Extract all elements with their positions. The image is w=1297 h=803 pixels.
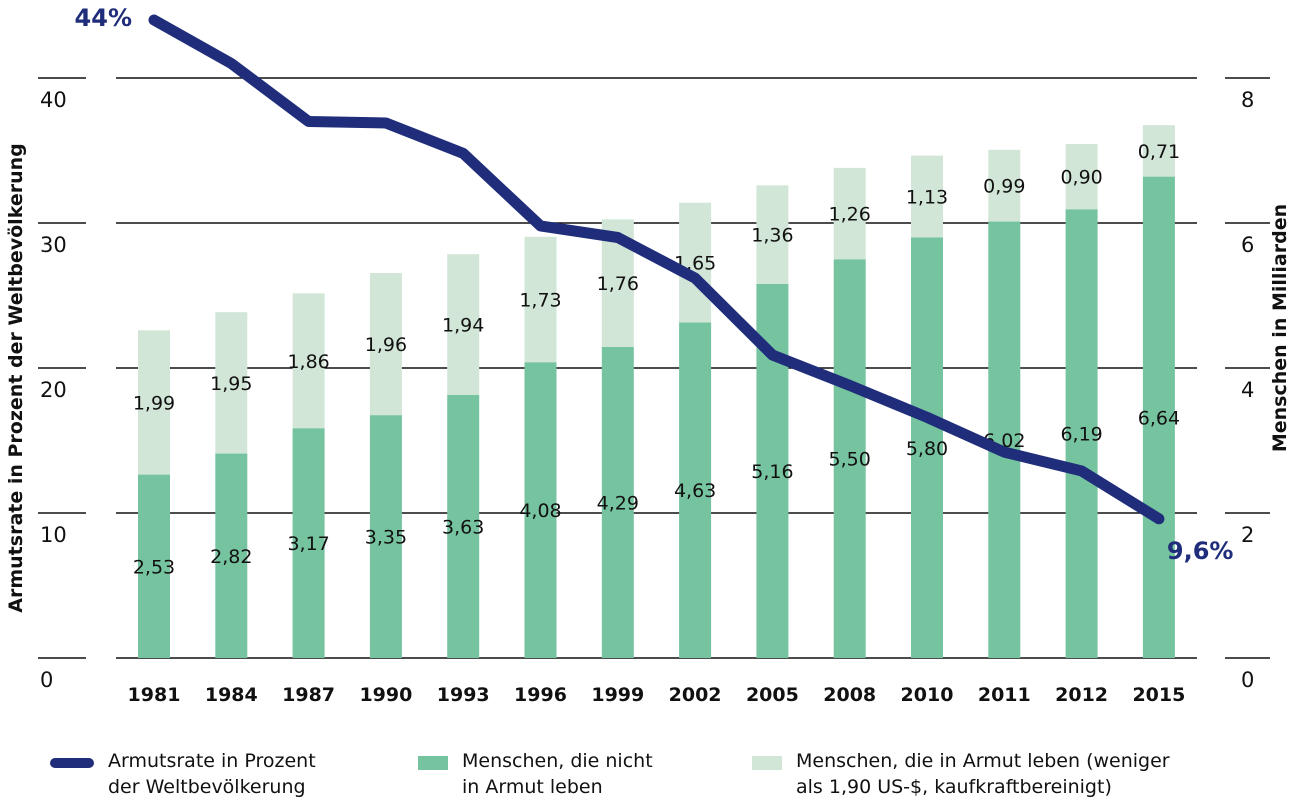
- legend-item-poverty-rate: Armutsrate in Prozent der Weltbevölkerun…: [50, 748, 316, 800]
- x-tick-label: 2010: [901, 684, 954, 706]
- legend-line-swatch: [50, 758, 94, 768]
- y-left-tick-label: 30: [40, 233, 67, 257]
- bar-label-not-poor: 2,82: [210, 546, 252, 568]
- bar-not-poor: [1142, 176, 1175, 658]
- bar-label-poor: 1,86: [287, 351, 329, 373]
- bar-label-not-poor: 4,63: [674, 480, 716, 502]
- legend-item-not-poor: Menschen, die nicht in Armut leben: [418, 748, 653, 800]
- x-tick-label: 1999: [591, 684, 644, 706]
- bar-not-poor: [524, 362, 557, 658]
- bar-label-not-poor: 3,35: [365, 527, 407, 549]
- bar-not-poor: [215, 453, 248, 658]
- bar-not-poor: [988, 221, 1021, 659]
- bar-not-poor: [138, 474, 170, 658]
- bar-label-not-poor: 5,80: [906, 438, 948, 460]
- bar-not-poor: [833, 259, 866, 658]
- bar-label-poor: 0,71: [1138, 141, 1180, 163]
- y-right-tick-label: 0: [1241, 668, 1254, 692]
- x-tick-label: 2011: [978, 684, 1031, 706]
- y-left-tick-label: 40: [40, 88, 67, 112]
- bar-label-not-poor: 6,19: [1060, 424, 1102, 446]
- bar-poor: [369, 273, 402, 416]
- bar-poor: [1065, 143, 1098, 210]
- bar-poor: [292, 293, 325, 429]
- bar-label-poor: 1,94: [442, 315, 484, 337]
- bar-poor: [138, 330, 170, 475]
- y-right-axis-label: Menschen in Milliarden: [1269, 204, 1291, 452]
- poverty-rate-line-group: 44% 9,6%: [75, 4, 1234, 565]
- bar-poor: [756, 185, 789, 284]
- legend-light-swatch: [752, 756, 782, 770]
- bar-labels: 2,53 1,99 2,82 1,95 3,17 1,86 3,35 1,96 3,63 1,94…: [133, 141, 1180, 578]
- bar-not-poor: [447, 394, 480, 658]
- bar-poor: [679, 202, 712, 323]
- y-left-tick-label: 20: [40, 378, 67, 402]
- bar-label-not-poor: 6,64: [1138, 407, 1180, 429]
- x-tick-label: 1996: [514, 684, 567, 706]
- legend-dark-swatch: [418, 756, 448, 770]
- x-tick-label: 2002: [669, 684, 722, 706]
- bar-label-not-poor: 3,17: [287, 533, 329, 555]
- bar-label-poor: 1,96: [365, 334, 407, 356]
- x-tick-label: 2008: [823, 684, 876, 706]
- bar-label-not-poor: 2,53: [133, 556, 175, 578]
- line-start-label: 44%: [75, 4, 132, 32]
- bar-label-poor: 1,99: [133, 392, 175, 414]
- bars: [138, 125, 1175, 659]
- bar-poor: [215, 312, 248, 454]
- bar-label-not-poor: 4,29: [597, 492, 639, 514]
- bar-label-not-poor: 3,63: [442, 516, 484, 538]
- bar-poor: [447, 254, 480, 395]
- y-right-tick-label: 4: [1241, 378, 1254, 402]
- bar-poor: [988, 149, 1021, 222]
- bar-poor: [833, 167, 866, 260]
- bar-not-poor: [292, 428, 325, 658]
- bar-label-poor: 0,99: [983, 176, 1025, 198]
- x-tick-label: 1987: [282, 684, 335, 706]
- bar-not-poor: [601, 346, 634, 658]
- legend-item-poor: Menschen, die in Armut leben (weniger al…: [752, 748, 1170, 800]
- bar-label-poor: 0,90: [1060, 167, 1102, 189]
- bar-not-poor: [369, 415, 402, 658]
- bar-label-poor: 1,73: [519, 289, 561, 311]
- bar-poor: [911, 155, 943, 238]
- axes: 0 0 10 2 20 4 30 6 40 8 1981 1984 1987 1990 1993 1996 19…: [5, 88, 1291, 706]
- x-tick-label: 1981: [128, 684, 181, 706]
- bar-poor: [1142, 125, 1175, 177]
- bar-label-poor: 1,26: [829, 204, 871, 226]
- x-tick-label: 2015: [1132, 684, 1185, 706]
- x-tick-label: 2005: [746, 684, 799, 706]
- y-left-axis-label: Armutsrate in Prozent der Weltbevölkerun…: [5, 143, 27, 612]
- bar-label-poor: 1,76: [597, 273, 639, 295]
- x-tick-label: 1984: [205, 684, 258, 706]
- y-left-tick-label: 0: [40, 668, 53, 692]
- bar-label-not-poor: 5,50: [829, 449, 871, 471]
- x-tick-label: 1993: [437, 684, 490, 706]
- y-right-tick-label: 2: [1241, 523, 1254, 547]
- bar-label-not-poor: 5,16: [751, 461, 793, 483]
- bar-label-poor: 1,95: [210, 373, 252, 395]
- poverty-chart: 2,53 1,99 2,82 1,95 3,17 1,86 3,35 1,96 3,63 1,94…: [5, 4, 1291, 706]
- bar-poor: [524, 236, 557, 363]
- x-tick-label: 1990: [359, 684, 412, 706]
- legend-label-poor: Menschen, die in Armut leben (weniger al…: [796, 750, 1170, 798]
- legend-label-poverty-rate: Armutsrate in Prozent der Weltbevölkerun…: [108, 750, 316, 798]
- bar-not-poor: [911, 237, 943, 658]
- y-left-tick-label: 10: [40, 523, 67, 547]
- x-tick-label: 2012: [1055, 684, 1108, 706]
- bar-label-poor: 1,13: [906, 187, 948, 209]
- bar-label-not-poor: 4,08: [519, 500, 561, 522]
- bar-not-poor: [679, 322, 712, 658]
- bar-label-poor: 1,36: [751, 225, 793, 247]
- bar-not-poor: [1065, 209, 1098, 658]
- y-right-tick-label: 8: [1241, 88, 1254, 112]
- y-right-tick-label: 6: [1241, 233, 1254, 257]
- line-end-label: 9,6%: [1167, 537, 1234, 565]
- legend-label-not-poor: Menschen, die nicht in Armut leben: [462, 750, 653, 798]
- poverty-rate-line: [148, 14, 1165, 525]
